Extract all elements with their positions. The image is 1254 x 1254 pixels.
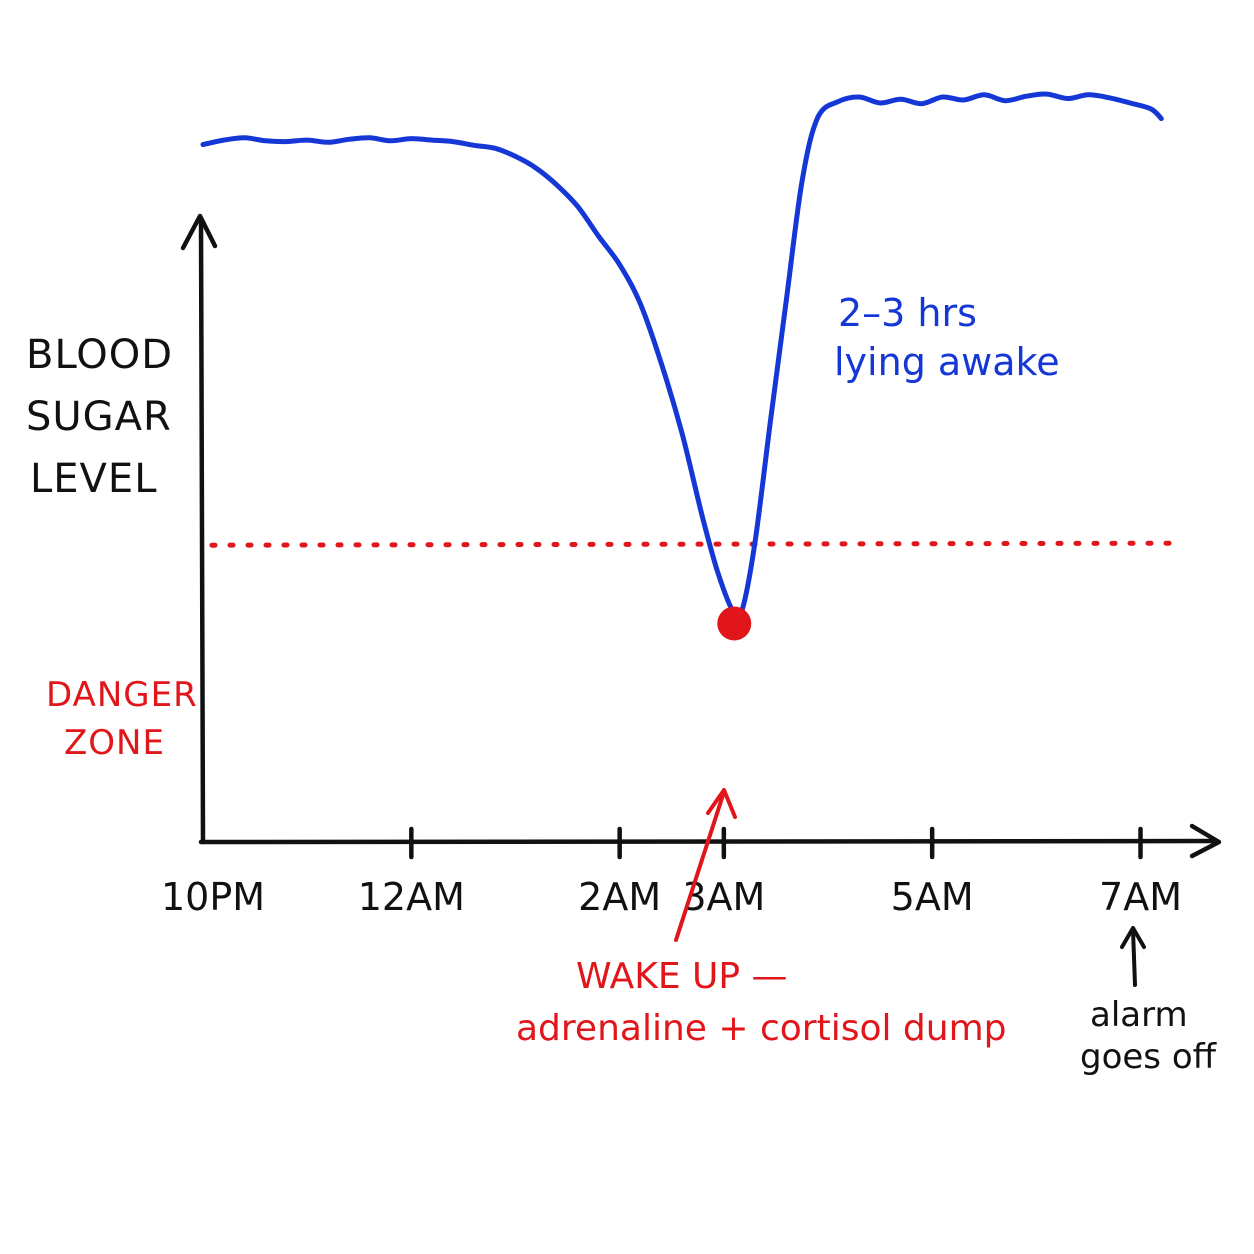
x-tick-label: 2AM [578, 875, 661, 919]
y-axis-label-line-1: BLOOD [26, 332, 173, 378]
wake-up-arrow [674, 793, 725, 942]
awake-annotation-line-1: 2–3 hrs [838, 291, 977, 335]
danger-zone: DANGER ZONE [46, 540, 1173, 763]
alarm-annotation-line-1: alarm [1090, 995, 1188, 1035]
awake-annotation-line-2: lying awake [834, 340, 1060, 384]
alarm-annotation-line-2: goes off [1080, 1037, 1218, 1077]
y-axis-label-line-2: SUGAR [26, 394, 172, 440]
x-axis-arrowhead [1189, 823, 1222, 859]
wake-up-annotation-line-2: adrenaline + cortisol dump [516, 1008, 1007, 1049]
danger-zone-label-line-2: ZONE [64, 723, 165, 763]
alarm-arrowhead [1120, 926, 1146, 949]
x-tick-label: 12AM [358, 875, 465, 919]
chart-axes [180, 213, 1222, 859]
blood-sugar-line [200, 91, 1164, 620]
x-axis-ticks: 10PM 12AM 2AM 3AM 5AM 7AM [161, 826, 1182, 919]
x-tick-label: 10PM [161, 875, 265, 919]
danger-zone-line [209, 540, 1173, 548]
wake-up-arrowhead [706, 788, 737, 819]
danger-zone-label-line-1: DANGER [46, 675, 198, 715]
annotations: 2–3 hrs lying awake WAKE UP — adrenaline… [516, 291, 1218, 1077]
x-tick-label: 7AM [1099, 875, 1182, 919]
y-axis-label: BLOOD SUGAR LEVEL [26, 332, 173, 502]
wake-up-annotation-line-1: WAKE UP — [576, 956, 788, 997]
x-tick-label: 5AM [891, 875, 974, 919]
y-axis-arrowhead [180, 213, 218, 251]
wake-up-point [717, 606, 752, 641]
alarm-arrow [1131, 928, 1137, 987]
y-axis [198, 219, 206, 845]
y-axis-label-line-3: LEVEL [30, 456, 157, 502]
